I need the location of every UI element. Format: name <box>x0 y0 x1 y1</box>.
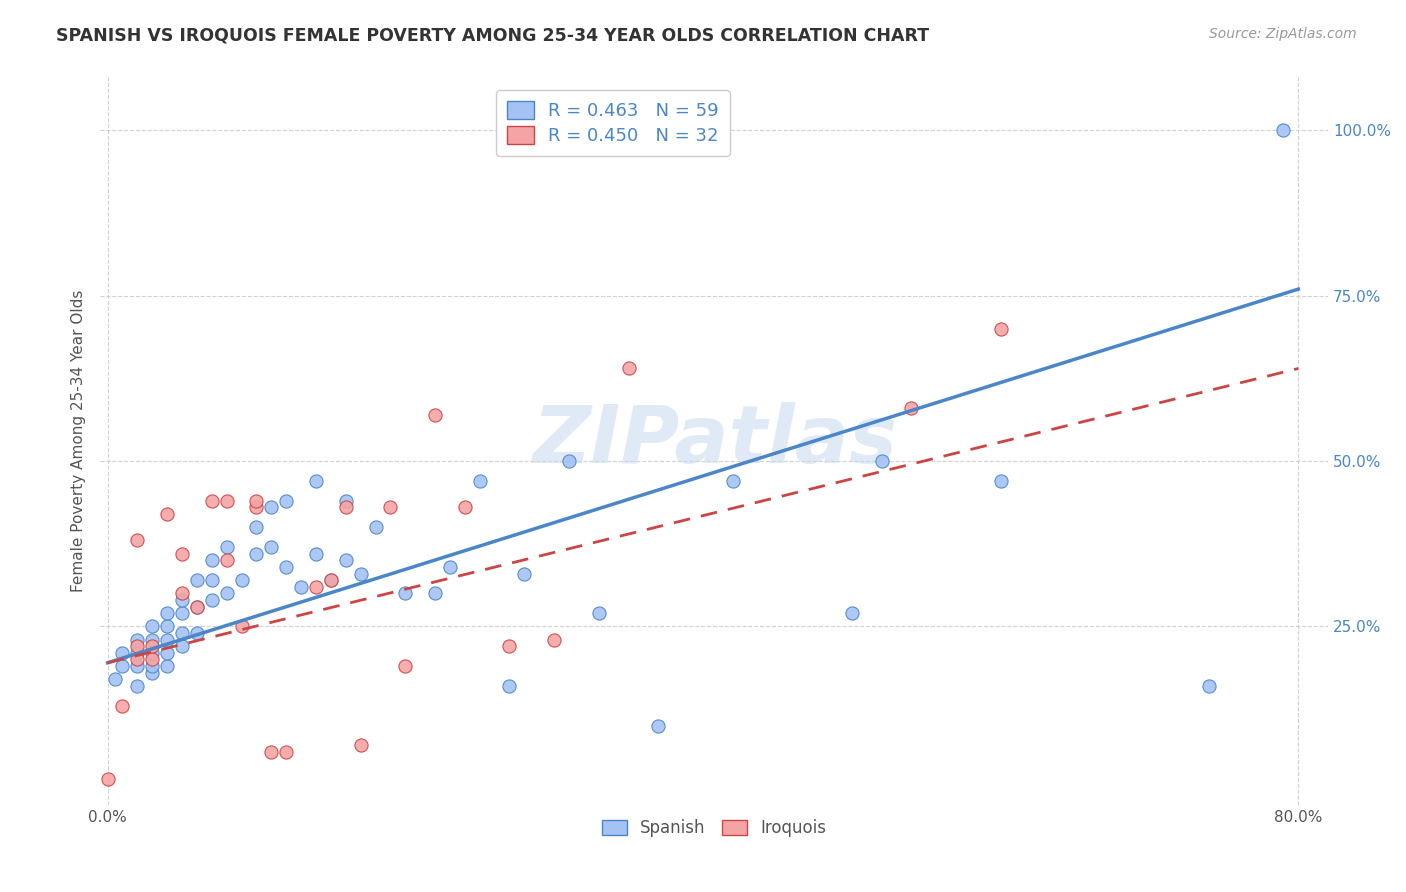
Point <box>156 659 179 673</box>
Point <box>215 540 238 554</box>
Point <box>394 659 416 673</box>
Point <box>186 599 208 614</box>
Point <box>990 474 1012 488</box>
Point <box>156 619 179 633</box>
Point <box>305 580 328 594</box>
Point <box>647 718 669 732</box>
Point <box>97 772 120 786</box>
Point <box>276 745 298 759</box>
Point <box>513 566 536 581</box>
Point <box>141 652 163 666</box>
Point <box>231 573 253 587</box>
Point <box>245 547 267 561</box>
Point <box>617 361 640 376</box>
Point <box>186 573 208 587</box>
Text: Source: ZipAtlas.com: Source: ZipAtlas.com <box>1209 27 1357 41</box>
Point <box>990 322 1012 336</box>
Point <box>104 673 127 687</box>
Point <box>245 520 267 534</box>
Point <box>186 626 208 640</box>
Point <box>423 408 446 422</box>
Point <box>498 679 520 693</box>
Point <box>260 745 283 759</box>
Point <box>111 646 134 660</box>
Point <box>170 626 193 640</box>
Point <box>201 593 224 607</box>
Point <box>170 593 193 607</box>
Point <box>349 739 371 753</box>
Point <box>215 586 238 600</box>
Point <box>141 646 163 660</box>
Point <box>141 640 163 654</box>
Point <box>588 606 610 620</box>
Point <box>380 500 402 515</box>
Point <box>900 401 922 416</box>
Y-axis label: Female Poverty Among 25-34 Year Olds: Female Poverty Among 25-34 Year Olds <box>72 290 86 592</box>
Point <box>201 573 224 587</box>
Text: ZIPatlas: ZIPatlas <box>531 402 897 480</box>
Point <box>870 454 893 468</box>
Point <box>127 646 149 660</box>
Point <box>1198 679 1220 693</box>
Point <box>141 619 163 633</box>
Point <box>127 533 149 548</box>
Text: SPANISH VS IROQUOIS FEMALE POVERTY AMONG 25-34 YEAR OLDS CORRELATION CHART: SPANISH VS IROQUOIS FEMALE POVERTY AMONG… <box>56 27 929 45</box>
Point <box>156 606 179 620</box>
Point <box>231 619 253 633</box>
Point <box>245 493 267 508</box>
Point <box>201 553 224 567</box>
Point <box>841 606 863 620</box>
Point <box>127 652 149 666</box>
Point <box>454 500 477 515</box>
Point <box>468 474 491 488</box>
Point <box>721 474 744 488</box>
Point <box>276 493 298 508</box>
Point <box>215 553 238 567</box>
Point <box>156 507 179 521</box>
Point <box>423 586 446 600</box>
Point <box>156 646 179 660</box>
Point <box>394 586 416 600</box>
Point <box>111 659 134 673</box>
Point <box>364 520 387 534</box>
Point <box>170 586 193 600</box>
Point <box>170 547 193 561</box>
Legend: Spanish, Iroquois: Spanish, Iroquois <box>595 813 834 844</box>
Point <box>305 547 328 561</box>
Point <box>215 493 238 508</box>
Point <box>127 632 149 647</box>
Point <box>186 599 208 614</box>
Point <box>439 560 461 574</box>
Point <box>558 454 581 468</box>
Point <box>141 632 163 647</box>
Point <box>127 640 149 654</box>
Point <box>335 553 357 567</box>
Point <box>305 474 328 488</box>
Point <box>335 493 357 508</box>
Point <box>170 640 193 654</box>
Point <box>111 698 134 713</box>
Point <box>127 659 149 673</box>
Point <box>260 540 283 554</box>
Point <box>349 566 371 581</box>
Point <box>276 560 298 574</box>
Point <box>335 500 357 515</box>
Point <box>290 580 312 594</box>
Point <box>1272 123 1295 137</box>
Point <box>319 573 342 587</box>
Point <box>201 493 224 508</box>
Point <box>156 632 179 647</box>
Point <box>127 679 149 693</box>
Point <box>141 659 163 673</box>
Point <box>260 500 283 515</box>
Point <box>319 573 342 587</box>
Point <box>245 500 267 515</box>
Point <box>498 640 520 654</box>
Point <box>170 606 193 620</box>
Point <box>543 632 565 647</box>
Point <box>141 665 163 680</box>
